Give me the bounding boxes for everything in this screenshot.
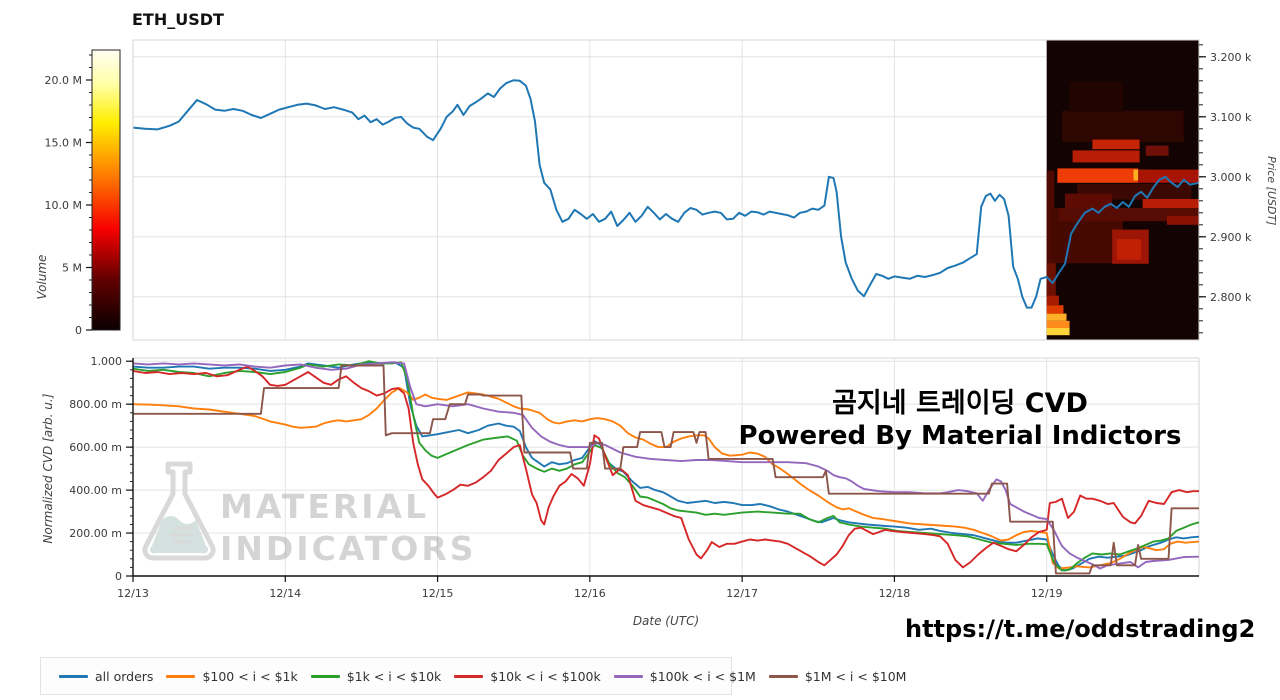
- legend-item-3: $1k < i < $10k: [310, 668, 442, 684]
- volume-axis-label: Volume: [35, 255, 49, 300]
- heatmap-cell: [1116, 239, 1142, 260]
- watermark-text: MATERIAL INDICATORS: [220, 486, 477, 570]
- price-chart: [132, 39, 1200, 341]
- watermark-line2: INDICATORS: [220, 529, 477, 569]
- price-axis-label: Price [USDT]: [1265, 156, 1278, 225]
- price-line: [132, 79, 1200, 309]
- legend-label: $1M < i < $10M: [804, 668, 907, 684]
- cvd-series-2: [132, 387, 1200, 570]
- heatmap-cell: [1046, 328, 1070, 336]
- date-tick-label: 12/16: [574, 587, 606, 600]
- volume-tick-label: 5 M: [62, 262, 82, 275]
- legend: all orders $100 < i < $1k $1k < i < $10k $1…: [40, 657, 906, 695]
- legend-item-5: $100k < i < $1M: [613, 668, 756, 684]
- legend-label: $1k < i < $10k: [346, 668, 442, 684]
- price-axis: 3.200 k 3.100 k 3.000 k 2.900 k 2.800 k Price…: [1199, 44, 1278, 334]
- volume-colorbar: 20.0 M 15.0 M 10.0 M 5 M 0 Volume: [35, 49, 121, 337]
- volume-tick-label: 20.0 M: [45, 74, 82, 87]
- legend-item-4: $10k < i < $100k: [454, 668, 601, 684]
- price-tick-label: 3.200 k: [1210, 51, 1252, 64]
- legend-item-1: all orders: [59, 669, 153, 684]
- volume-tick-label: 10.0 M: [45, 199, 82, 212]
- watermark-line1: MATERIAL: [220, 487, 430, 526]
- cvd-tick-label: 200.00 m: [69, 527, 122, 540]
- legend-label: $100k < i < $1M: [649, 668, 756, 684]
- heatmap-cell: [1046, 305, 1064, 314]
- korean-annotation-line1: 곰지네 트레이딩 CVD: [832, 388, 1088, 419]
- legend-swatch: [166, 674, 196, 678]
- volume-tick-label: 0: [75, 324, 82, 337]
- heatmap-cell: [1061, 110, 1184, 142]
- material-indicators-watermark: MATERIAL INDICATORS: [140, 458, 474, 583]
- heatmap-cell: [1145, 145, 1169, 156]
- liquidity-heatmap: [1046, 40, 1199, 340]
- price-tick-label: 2.800 k: [1210, 291, 1252, 304]
- heatmap-cell: [1046, 170, 1055, 297]
- date-tick-label: 12/19: [1031, 587, 1063, 600]
- price-tick-label: 3.100 k: [1210, 111, 1252, 124]
- date-tick-label: 12/15: [422, 587, 454, 600]
- telegram-url-text: https://t.me/oddstrading2: [905, 615, 1256, 643]
- volume-tick-label: 15.0 M: [45, 137, 82, 150]
- heatmap-cell: [1058, 208, 1199, 222]
- cvd-chart: [132, 357, 1200, 576]
- cvd-tick-label: 400.00 m: [69, 484, 122, 497]
- korean-annotation-line2: Powered By Material Indictors: [738, 420, 1182, 451]
- heatmap-cell: [1046, 295, 1059, 306]
- date-tick-label: 12/13: [117, 587, 149, 600]
- heatmap-cell: [1142, 199, 1199, 208]
- cvd-tick-label: 800.00 m: [69, 398, 122, 411]
- cvd-tick-label: 1.000: [91, 355, 123, 368]
- heatmap-cell: [1069, 82, 1123, 112]
- cvd-series-5: [132, 361, 1200, 570]
- legend-swatch: [768, 674, 798, 678]
- legend-item-2: $100 < i < $1k: [166, 668, 298, 684]
- heatmap-cell: [1046, 320, 1070, 328]
- price-tick-label: 3.000 k: [1210, 171, 1252, 184]
- cvd-tick-label: 600.00 m: [69, 441, 122, 454]
- heatmap-cell: [1046, 313, 1067, 321]
- date-axis-label: Date (UTC): [633, 614, 699, 628]
- date-tick-label: 12/17: [726, 587, 758, 600]
- cvd-series-4: [132, 365, 1199, 569]
- heatmap-cell: [1072, 150, 1140, 163]
- legend-item-6: $1M < i < $10M: [768, 668, 907, 684]
- cvd-tick-label: 0: [115, 570, 122, 583]
- date-tick-label: 12/18: [879, 587, 911, 600]
- cvd-axes: 1.000 800.00 m 600.00 m 400.00 m 200.00 m 0 12…: [41, 355, 1199, 628]
- korean-annotation: 곰지네 트레이딩 CVD Powered By Material Indicto…: [640, 388, 1280, 453]
- legend-swatch: [454, 674, 484, 678]
- date-tick-label: 12/14: [269, 587, 301, 600]
- legend-swatch: [59, 674, 88, 678]
- legend-label: $10k < i < $100k: [490, 668, 601, 684]
- chart-title: ETH_USDT: [132, 10, 224, 29]
- legend-swatch: [613, 674, 643, 678]
- heatmap-cell: [1167, 215, 1199, 225]
- heatmap-cell: [1092, 139, 1140, 150]
- legend-swatch: [310, 674, 340, 678]
- heatmap-cell: [1046, 263, 1056, 296]
- legend-label: all orders: [95, 668, 154, 684]
- cvd-axis-label: Normalized CVD [arb. u.]: [41, 393, 55, 543]
- price-tick-label: 2.900 k: [1210, 231, 1252, 244]
- legend-label: $100 < i < $1k: [202, 668, 298, 684]
- heatmap-cell: [1064, 193, 1113, 208]
- heatmap-cell: [1057, 168, 1139, 183]
- flask-icon: [142, 461, 216, 561]
- cvd-series-6: [133, 364, 1199, 575]
